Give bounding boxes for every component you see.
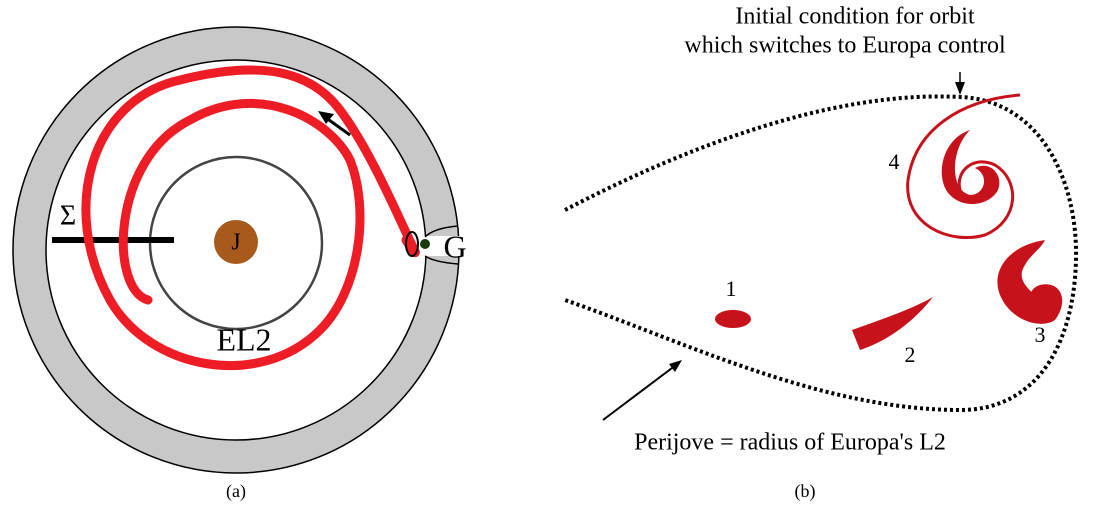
sigma-label: Σ [60, 200, 76, 231]
panel-b: 1 2 3 4 Initial condition for orbit whic… [565, 4, 1076, 503]
region-4-outer [908, 95, 1020, 238]
gap-label: G [443, 228, 466, 264]
el2-label: EL2 [216, 321, 271, 357]
region-label: 2 [905, 342, 916, 367]
region-2 [852, 297, 933, 350]
region-label: 4 [889, 149, 900, 174]
region-label: 1 [726, 276, 737, 301]
caption: (a) [226, 481, 246, 502]
gap-point [420, 239, 430, 249]
figure: J Σ G EL2 (a) 1 2 3 4 Initial condition … [0, 0, 1103, 508]
pointer [603, 365, 676, 420]
caption: (b) [795, 481, 816, 502]
region-1 [715, 310, 751, 328]
arrow-head [955, 82, 965, 95]
jupiter-label: J [231, 230, 240, 256]
boundary [565, 96, 1076, 410]
arrow-head [669, 360, 682, 372]
annotation: Perijove = radius of Europa's L2 [634, 430, 946, 456]
annotation: which switches to Europa control [684, 33, 1006, 59]
region-label: 3 [1035, 322, 1046, 347]
region-4-inner [942, 130, 1000, 204]
panel-a: J Σ G EL2 (a) [13, 27, 467, 502]
region-3 [997, 240, 1062, 324]
annotation: Initial condition for orbit [735, 4, 975, 30]
